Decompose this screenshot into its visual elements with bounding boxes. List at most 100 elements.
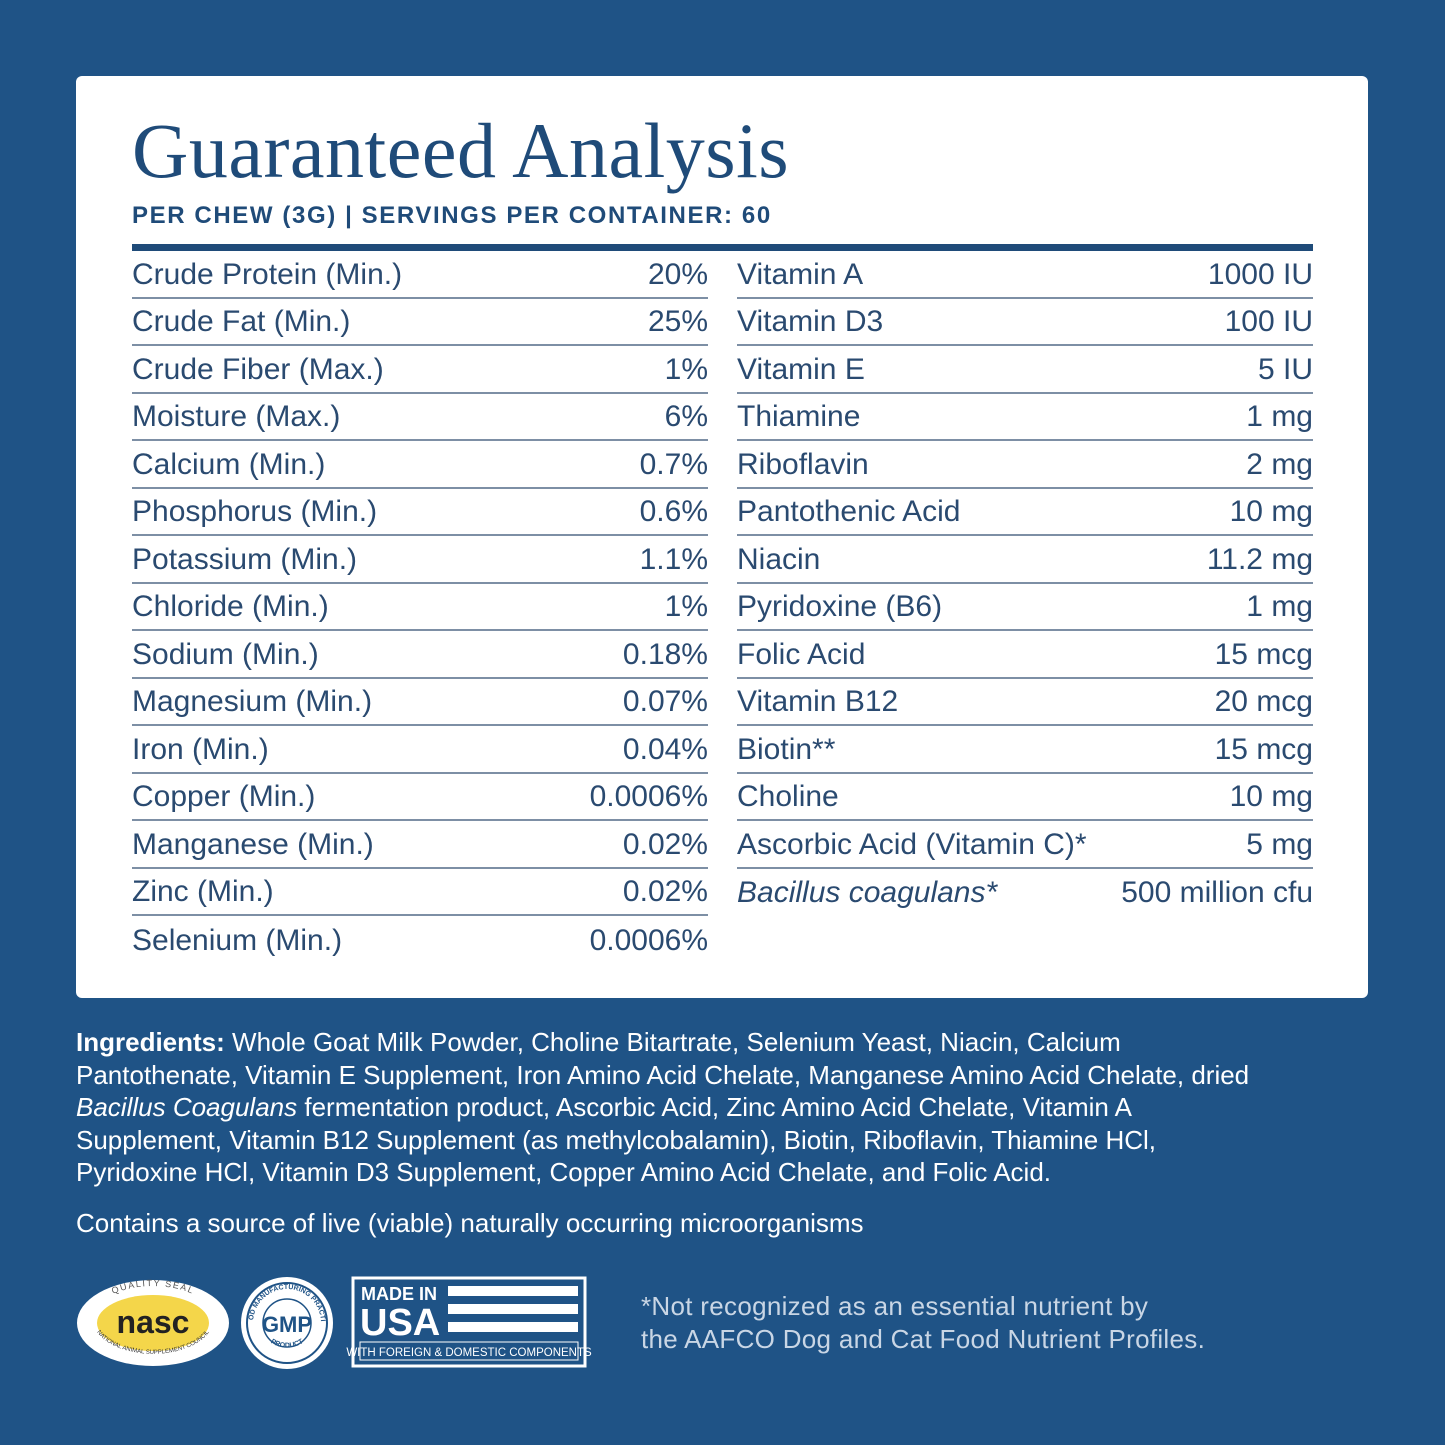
ingredients-line: Bacillus Coagulans fermentation product,… xyxy=(76,1091,1249,1124)
table-row: Ascorbic Acid (Vitamin C)* 5 mg xyxy=(737,821,1313,869)
nutrient-name: Calcium (Min.) xyxy=(132,447,326,481)
nutrient-amount: 0.02% xyxy=(622,875,708,909)
usa-line3: WITH FOREIGN & DOMESTIC COMPONENTS xyxy=(346,1347,592,1359)
nutrient-amount: 0.0006% xyxy=(589,923,708,957)
table-row: Choline 10 mg xyxy=(737,774,1313,821)
gmp-bottom: PRODUCT xyxy=(270,1338,306,1350)
table-row: Folic Acid 15 mcg xyxy=(737,631,1313,679)
table-row: Selenium (Min.) 0.0006% xyxy=(132,916,708,964)
table-row: Vitamin B12 20 mcg xyxy=(737,679,1313,726)
nutrient-amount: 15 mcg xyxy=(1214,732,1313,766)
table-row: Thiamine 1 mg xyxy=(737,394,1313,441)
nutrient-name: Biotin** xyxy=(737,732,836,766)
footnote-line: *Not recognized as an essential nutrient… xyxy=(641,1291,1149,1321)
nutrient-amount: 1% xyxy=(664,352,708,386)
table-row: Zinc (Min.) 0.02% xyxy=(132,869,708,916)
nutrient-name: Copper (Min.) xyxy=(132,780,316,814)
nutrient-name: Phosphorus (Min.) xyxy=(132,495,378,529)
ingredients-label: Ingredients: xyxy=(76,1027,225,1057)
nutrient-name: Pantothenic Acid xyxy=(737,495,961,529)
right-column: Vitamin A 1000 IU Vitamin D3 100 IU Vitamin … xyxy=(737,251,1313,916)
nutrient-name: Crude Fiber (Max.) xyxy=(132,352,384,386)
nutrient-name: Niacin xyxy=(737,542,821,576)
nutrient-amount: 1.1% xyxy=(639,542,708,576)
header-rule xyxy=(132,244,1313,251)
nutrient-name: Chloride (Min.) xyxy=(132,590,329,624)
table-row: Manganese (Min.) 0.02% xyxy=(132,821,708,869)
table-row: Moisture (Max.) 6% xyxy=(132,394,708,441)
nutrient-amount: 0.02% xyxy=(622,827,708,861)
table-row: Bacillus coagulans* 500 million cfu xyxy=(737,869,1313,917)
nutrient-amount: 1000 IU xyxy=(1207,257,1313,291)
nutrient-amount: 2 mg xyxy=(1246,447,1313,481)
nutrient-name: Vitamin E xyxy=(737,352,865,386)
ingredients-italic: Bacillus Coagulans xyxy=(76,1092,298,1123)
nutrient-name: Selenium (Min.) xyxy=(132,923,343,957)
nutrient-amount: 1 mg xyxy=(1246,400,1313,434)
table-row: Magnesium (Min.) 0.07% xyxy=(132,679,708,726)
badges: QUALITY SEAL nasc NATIONAL ANIMAL SUPPLE… xyxy=(70,1270,592,1369)
note: Contains a source of live (viable) natur… xyxy=(76,1208,864,1238)
gmp-ring xyxy=(246,1282,328,1364)
nutrient-name: Riboflavin xyxy=(737,447,869,481)
ingredients: Ingredients: Whole Goat Milk Powder, Cho… xyxy=(76,1026,1249,1189)
ingredients-text: Whole Goat Milk Powder, Choline Bitartra… xyxy=(232,1027,1121,1057)
table-row: Iron (Min.) 0.04% xyxy=(132,726,708,774)
nutrient-amount: 0.04% xyxy=(622,732,708,766)
nutrient-amount: 20 mcg xyxy=(1214,685,1313,719)
nasc-center xyxy=(97,1295,209,1351)
nutrient-amount: 1% xyxy=(664,590,708,624)
ingredients-line: Pantothenate, Vitamin E Supplement, Iron… xyxy=(76,1059,1250,1090)
usa-line2: USA xyxy=(360,1302,440,1344)
nutrient-amount: 5 mg xyxy=(1246,827,1313,861)
ingredients-text: fermentation product, Ascorbic Acid, Zin… xyxy=(304,1092,1132,1123)
table-row: Riboflavin 2 mg xyxy=(737,441,1313,489)
table-row: Sodium (Min.) 0.18% xyxy=(132,631,708,679)
nutrient-amount: 6% xyxy=(664,400,708,434)
nutrient-name: Crude Protein (Min.) xyxy=(132,257,403,291)
nutrient-name: Sodium (Min.) xyxy=(132,637,319,671)
nutrient-amount: 0.7% xyxy=(639,447,708,481)
gmp-seal xyxy=(241,1277,333,1369)
nutrient-name: Vitamin D3 xyxy=(737,305,884,339)
nutrient-name: Vitamin A xyxy=(737,257,864,291)
usa-box xyxy=(351,1276,587,1368)
usa-stripe xyxy=(448,1304,578,1314)
table-row: Biotin** 15 mcg xyxy=(737,726,1313,774)
nutrient-amount: 0.07% xyxy=(622,685,708,719)
ingredients-line: Pyridoxine HCl, Vitamin D3 Supplement, C… xyxy=(76,1157,1052,1188)
nutrient-name: Zinc (Min.) xyxy=(132,875,274,909)
usa-stripe xyxy=(448,1286,578,1296)
footnote: *Not recognized as an essential nutrient… xyxy=(641,1290,1205,1355)
footnote-line: the AAFCO Dog and Cat Food Nutrient Prof… xyxy=(641,1323,1206,1354)
ingredients-line: Supplement, Vitamin B12 Supplement (as m… xyxy=(76,1124,1157,1155)
nutrient-amount: 25% xyxy=(647,305,708,339)
usa-sub-box xyxy=(359,1341,579,1361)
nutrient-amount: 11.2 mg xyxy=(1206,542,1313,576)
nutrient-name: Choline xyxy=(737,780,839,814)
ingredients-line: Ingredients: Whole Goat Milk Powder, Cho… xyxy=(76,1026,1249,1059)
gmp-inner xyxy=(262,1298,312,1348)
table-row: Phosphorus (Min.) 0.6% xyxy=(132,489,708,536)
gmp-logo: GMP xyxy=(262,1312,312,1337)
left-column: Crude Protein (Min.) 20% Crude Fat (Min.) 2… xyxy=(132,251,708,964)
nutrient-name: Thiamine xyxy=(737,400,861,434)
nutrient-name: Manganese (Min.) xyxy=(132,827,374,861)
nutrient-amount: 1 mg xyxy=(1246,590,1313,624)
table-row: Pyridoxine (B6) 1 mg xyxy=(737,584,1313,631)
nutrient-amount: 20% xyxy=(647,257,708,291)
table-row: Vitamin A 1000 IU xyxy=(737,251,1313,299)
nutrient-name: Moisture (Max.) xyxy=(132,400,341,434)
nutrient-amount: 0.0006% xyxy=(589,780,708,814)
nutrient-amount: 0.6% xyxy=(639,495,708,529)
nutrient-name: Magnesium (Min.) xyxy=(132,685,373,719)
nutrient-amount: 500 million cfu xyxy=(1121,876,1313,910)
table-row: Chloride (Min.) 1% xyxy=(132,584,708,631)
table-row: Crude Fiber (Max.) 1% xyxy=(132,346,708,394)
nutrient-amount: 15 mcg xyxy=(1214,637,1313,671)
nutrient-name: Bacillus coagulans* xyxy=(737,876,998,910)
nutrient-name: Vitamin B12 xyxy=(737,685,899,719)
nutrient-amount: 5 IU xyxy=(1257,352,1313,386)
table-row: Crude Protein (Min.) 20% xyxy=(132,251,708,299)
